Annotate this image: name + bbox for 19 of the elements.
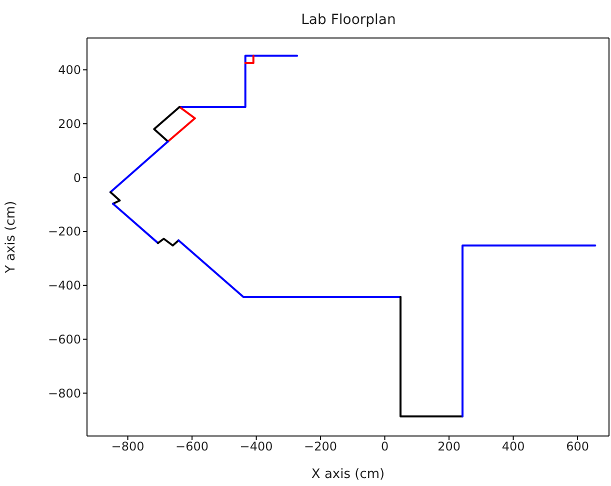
y-tick-label: 400: [58, 63, 81, 78]
x-tick-label: −800: [111, 440, 144, 454]
y-tick-label: −600: [48, 332, 81, 347]
x-tick-label: −400: [240, 440, 273, 454]
y-tick-label: −400: [48, 278, 81, 293]
x-tick-label: 0: [380, 440, 389, 454]
y-tick-label: −200: [48, 224, 81, 239]
x-tick-label: 400: [502, 440, 525, 454]
y-axis-title: Y axis (cm): [4, 200, 19, 274]
chart-title: Lab Floorplan: [300, 12, 397, 28]
x-tick-label: −200: [304, 440, 338, 454]
x-tick-label: 600: [566, 440, 589, 454]
x-axis-title: X axis (cm): [311, 467, 385, 482]
y-tick-label: 200: [58, 116, 81, 131]
y-tick-label: −800: [48, 386, 81, 400]
x-tick-label: −600: [176, 440, 209, 454]
x-tick-label: 200: [438, 440, 460, 454]
y-tick-label: 0: [73, 170, 81, 185]
line-series: [156, 238, 180, 246]
